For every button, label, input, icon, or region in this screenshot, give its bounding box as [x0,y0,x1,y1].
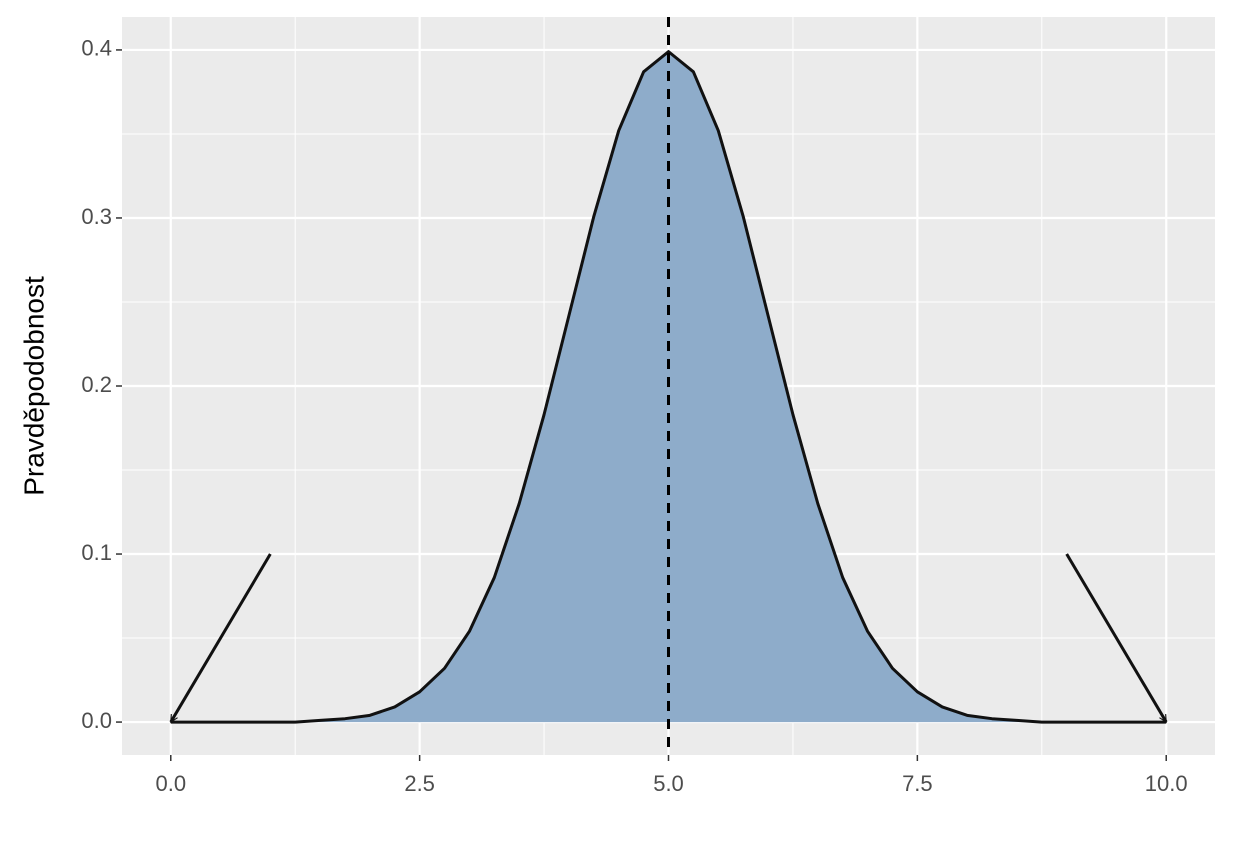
x-tick-label: 7.5 [902,771,933,796]
y-tick-label: 0.0 [81,708,112,733]
y-tick-label: 0.3 [81,204,112,229]
y-tick-label: 0.2 [81,372,112,397]
density-line [170,50,1167,724]
x-tick-label: 2.5 [404,771,435,796]
y-tick-label: 0.1 [81,540,112,565]
y-tick-label: 0.4 [81,36,112,61]
arrow [169,553,272,722]
arrow [1065,553,1168,722]
x-tick-label: 5.0 [653,771,684,796]
x-tick-label: 0.0 [155,771,186,796]
y-axis-label: Pravděpodobnost [18,276,49,496]
x-tick-label: 10.0 [1145,771,1188,796]
